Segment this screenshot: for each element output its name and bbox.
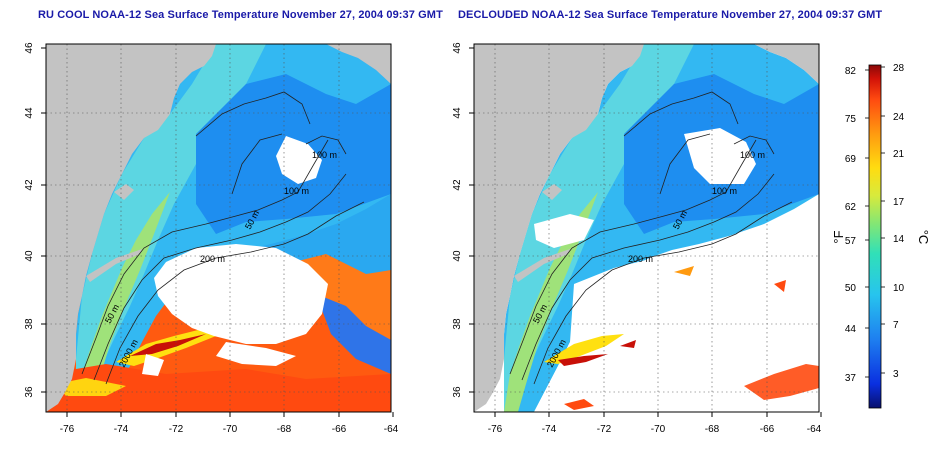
- isobath-label: 100 m: [284, 186, 309, 196]
- x-tick-label: -74: [114, 424, 129, 435]
- x-tick-label: -70: [651, 424, 666, 435]
- colorbar-c-tick: 28: [893, 63, 905, 74]
- isobath-label: 100 m: [740, 150, 765, 160]
- map-frame: [473, 43, 820, 413]
- y-tick-label: 40: [24, 250, 35, 262]
- x-tick-label: -70: [223, 424, 238, 435]
- x-tick-label: -66: [760, 424, 775, 435]
- x-tick-label: -76: [60, 424, 75, 435]
- colorbar-f-tick: 69: [845, 154, 857, 165]
- isobath-label: 100 m: [312, 150, 337, 160]
- colorbar-c-tick: 3: [893, 369, 899, 380]
- colorbar-f-tick: 82: [845, 66, 857, 77]
- x-tick-label: -64: [807, 424, 822, 435]
- y-tick-label: 44: [452, 107, 463, 119]
- y-tick-label: 40: [452, 250, 463, 262]
- cloud-cover: [534, 204, 819, 412]
- colorbar: 82 75 69 62 57 50 44 37 28 24 21 17 14 1…: [831, 63, 931, 409]
- x-tick-label: -68: [277, 424, 292, 435]
- isobath-lines: [509, 91, 793, 385]
- y-tick-label: 36: [452, 386, 463, 398]
- colorbar-fahrenheit-label: °F: [831, 230, 846, 243]
- map-panel-declouded: 100 m 100 m 50 m 200 m 50 m 2000 m: [452, 42, 822, 435]
- map-panel-rucool: 100 m 100 m 50 m 200 m 50 m 2000 m: [24, 42, 399, 435]
- y-tick-label: 42: [452, 179, 463, 191]
- y-tick-label: 46: [24, 42, 35, 54]
- y-tick-label: 36: [24, 386, 35, 398]
- colorbar-c-tick: 17: [893, 197, 905, 208]
- colorbar-gradient: [868, 64, 882, 409]
- colorbar-f-tick: 50: [845, 283, 857, 294]
- isobath-label: 200 m: [200, 254, 225, 264]
- colorbar-c-tick: 10: [893, 283, 905, 294]
- y-tick-label: 46: [452, 42, 463, 54]
- colorbar-f-tick: 75: [845, 114, 857, 125]
- colorbar-c-tick: 14: [893, 234, 905, 245]
- graticule: [474, 44, 819, 412]
- y-tick-label: 42: [24, 179, 35, 191]
- x-tick-label: -66: [332, 424, 347, 435]
- axis-ticks: [41, 47, 394, 417]
- colorbar-c-tick: 24: [893, 112, 905, 123]
- colorbar-f-tick: 44: [845, 324, 857, 335]
- map-frame: [45, 43, 392, 413]
- colorbar-celsius-label: °C: [916, 230, 931, 245]
- x-tick-label: -68: [705, 424, 720, 435]
- x-tick-label: -76: [488, 424, 503, 435]
- isobath-lines: [81, 91, 365, 385]
- colorbar-c-tick: 21: [893, 149, 905, 160]
- x-tick-label: -72: [169, 424, 184, 435]
- y-tick-label: 38: [24, 318, 35, 330]
- x-tick-label: -64: [384, 424, 399, 435]
- graticule: [46, 44, 391, 412]
- y-tick-label: 44: [24, 107, 35, 119]
- colorbar-f-tick: 62: [845, 202, 857, 213]
- colorbar-f-tick: 37: [845, 373, 857, 384]
- isobath-label: 100 m: [712, 186, 737, 196]
- colorbar-f-tick: 57: [845, 236, 857, 247]
- isobath-label: 200 m: [628, 254, 653, 264]
- axis-ticks: [469, 47, 822, 417]
- y-tick-label: 38: [452, 318, 463, 330]
- map-title-rucool: RU COOL NOAA-12 Sea Surface Temperature …: [38, 9, 443, 21]
- x-tick-label: -74: [542, 424, 557, 435]
- x-tick-label: -72: [597, 424, 612, 435]
- colorbar-c-tick: 7: [893, 320, 899, 331]
- map-title-declouded: DECLOUDED NOAA-12 Sea Surface Temperatur…: [458, 9, 883, 21]
- cloud-cover: [154, 244, 328, 344]
